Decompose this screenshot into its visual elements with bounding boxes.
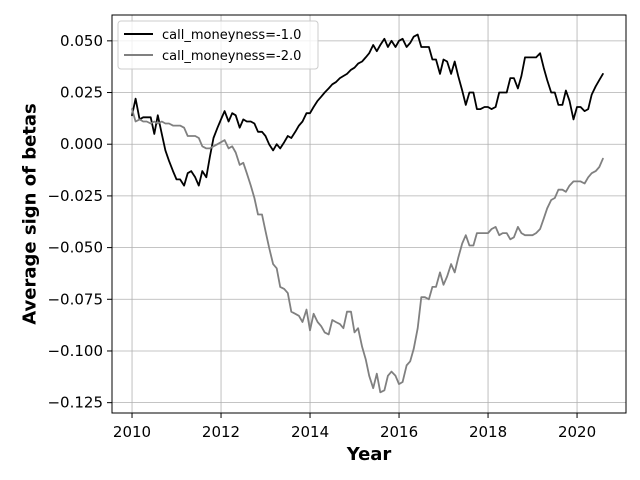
y-tick-label: −0.025 [47,187,103,205]
x-tick-label: 2016 [380,423,418,441]
y-tick-label: −0.100 [47,342,103,360]
x-tick-label: 2018 [469,423,507,441]
y-tick-label: −0.075 [47,290,103,308]
x-tick-label: 2014 [291,423,329,441]
y-tick-label: 0.025 [60,84,103,102]
y-tick-label: −0.050 [47,239,103,257]
axis-ticks: 2010 2012 2014 2016 2018 2020 0.050 0.025 0.000 −… [47,32,596,441]
x-tick-label: 2012 [202,423,240,441]
x-tick-label: 2010 [113,423,151,441]
y-axis-title: Average sign of betas [19,103,40,324]
legend-label-series-1: call_moneyness=-1.0 [162,28,301,43]
legend: call_moneyness=-1.0 call_moneyness=-2.0 [117,20,319,70]
legend-box [117,20,319,70]
series-line-2 [131,108,604,394]
series-lines [131,33,604,394]
series-line-1 [131,33,604,187]
y-tick-label: 0.050 [60,32,103,50]
y-tick-label: −0.125 [47,394,103,412]
y-tick-label: 0.000 [60,135,103,153]
gridlines [112,15,626,413]
legend-label-series-2: call_moneyness=-2.0 [162,49,301,64]
x-tick-label: 2020 [558,423,596,441]
plot-frame [111,14,627,414]
x-axis-title: Year [346,444,392,465]
